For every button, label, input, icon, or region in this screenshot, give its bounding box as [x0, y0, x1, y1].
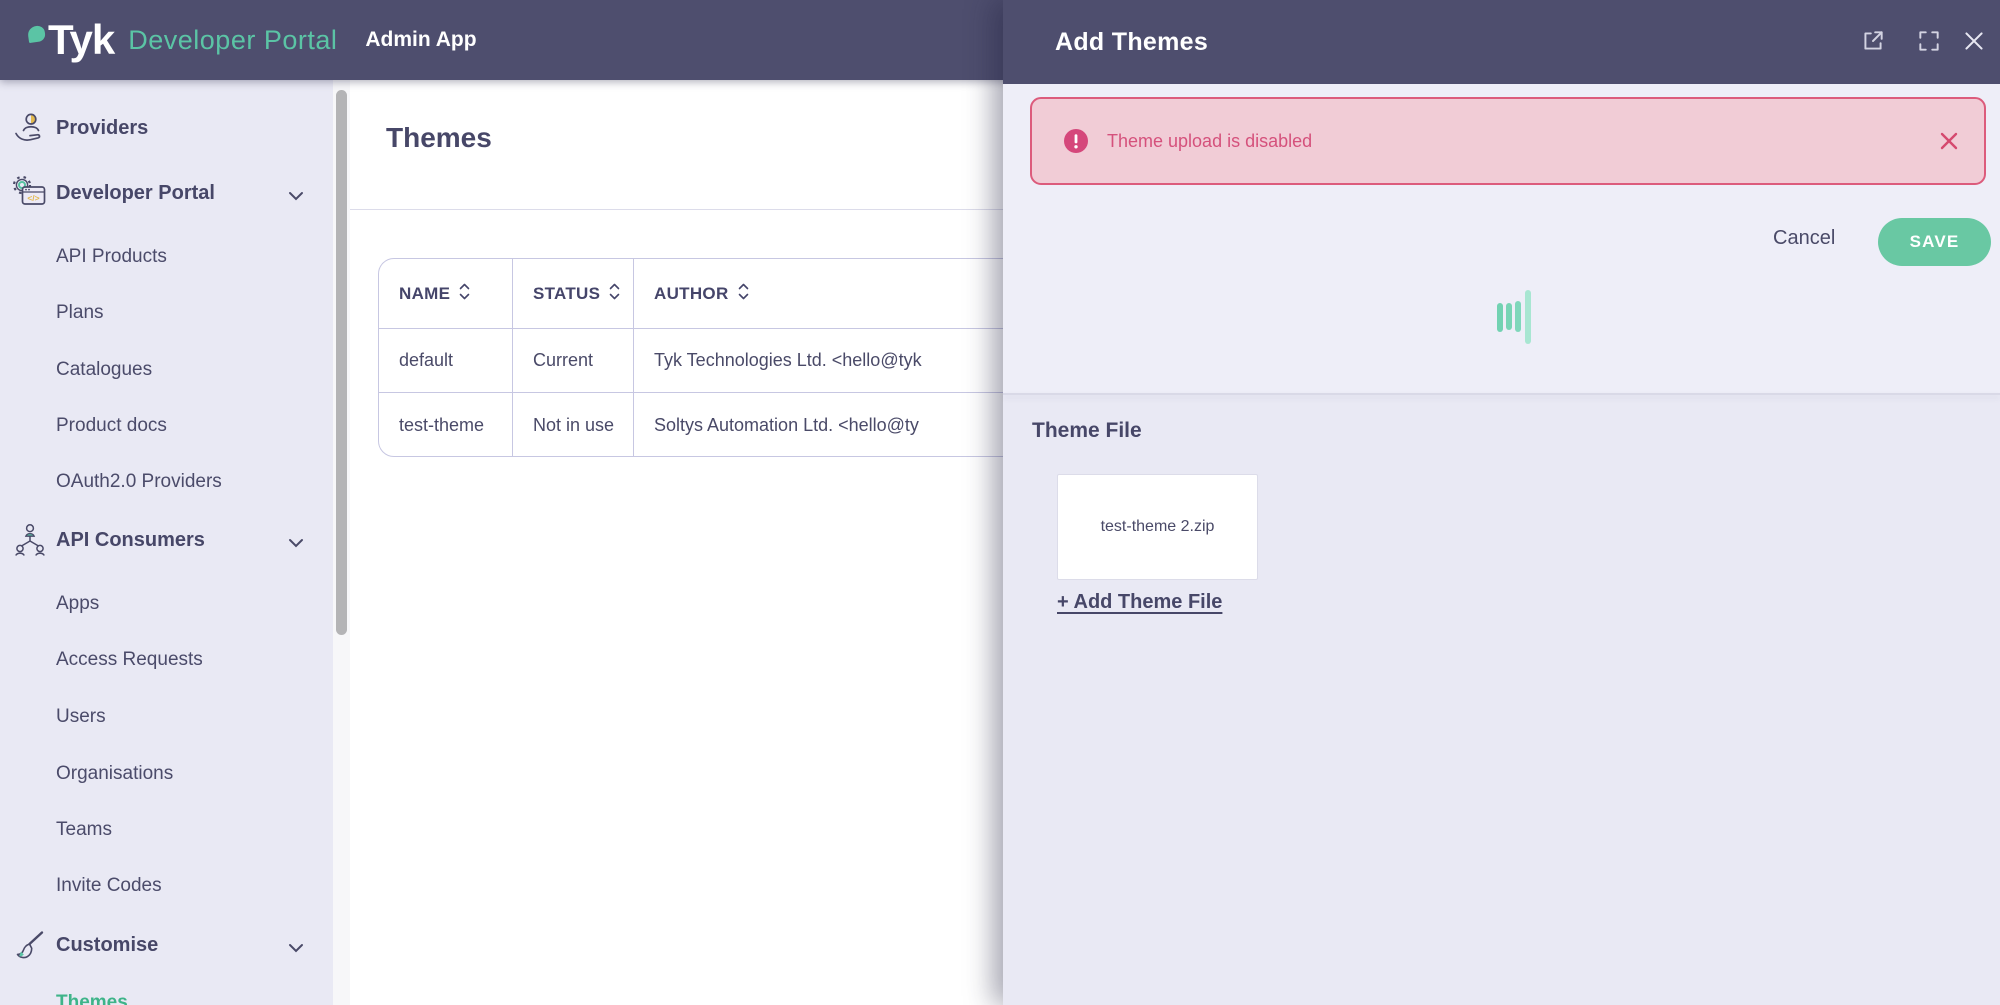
drawer-title: Add Themes — [1055, 27, 1209, 56]
providers-icon — [12, 110, 48, 146]
sidebar-item-providers[interactable]: Providers — [0, 108, 333, 148]
theme-file-name: test-theme 2.zip — [1100, 518, 1215, 535]
table-row-cell-name[interactable]: test-theme — [379, 393, 513, 456]
save-button[interactable]: SAVE — [1878, 218, 1991, 266]
theme-file-card[interactable]: test-theme 2.zip — [1057, 474, 1258, 580]
api-consumers-icon — [12, 522, 48, 558]
app-name: Admin App — [365, 28, 477, 51]
theme-file-section-title: Theme File — [1032, 419, 1142, 442]
sidebar-item-oauth-providers[interactable]: OAuth2.0 Providers — [56, 471, 222, 492]
sidebar: Providers </> Developer Portal API — [0, 80, 333, 1005]
customise-icon — [12, 927, 48, 963]
table-row-cell-name[interactable]: default — [379, 329, 513, 393]
sidebar-item-users[interactable]: Users — [56, 706, 106, 727]
sidebar-item-customise[interactable]: Customise — [0, 925, 333, 965]
themes-table: NAME STATUS AUTHOR default Current Tyk T… — [378, 258, 1100, 457]
tyk-leaf-icon — [26, 24, 47, 44]
sidebar-item-developer-portal[interactable]: </> Developer Portal — [0, 173, 333, 213]
table-row-cell-author: Soltys Automation Ltd. <hello@ty — [654, 415, 919, 435]
product-name: Developer Portal — [128, 24, 338, 55]
sort-icon[interactable] — [459, 283, 470, 305]
close-icon[interactable] — [1961, 28, 1987, 54]
sidebar-item-themes[interactable]: Themes — [56, 992, 128, 1005]
add-theme-file-link[interactable]: + Add Theme File — [1057, 591, 1223, 613]
sort-icon[interactable] — [609, 283, 620, 305]
logo-text: Tyk — [48, 16, 115, 63]
tyk-logo[interactable]: Tyk — [26, 16, 115, 63]
column-header-status[interactable]: STATUS — [513, 259, 634, 329]
table-row-cell-status: Current — [513, 329, 634, 393]
sidebar-item-product-docs[interactable]: Product docs — [56, 415, 167, 436]
drawer-section-divider — [1003, 393, 2000, 395]
sidebar-item-invite-codes[interactable]: Invite Codes — [56, 875, 162, 896]
sidebar-item-access-requests[interactable]: Access Requests — [56, 649, 203, 670]
upload-loading-indicator — [1497, 290, 1533, 344]
developer-portal-icon: </> — [12, 175, 48, 211]
fullscreen-icon[interactable] — [1916, 28, 1942, 54]
open-in-new-icon[interactable] — [1860, 28, 1886, 54]
table-row-cell-author: Tyk Technologies Ltd. <hello@tyk — [634, 329, 1099, 393]
sidebar-item-api-consumers[interactable]: API Consumers — [0, 520, 333, 560]
sort-icon[interactable] — [738, 283, 749, 305]
error-alert: Theme upload is disabled — [1030, 97, 1986, 185]
sidebar-item-teams[interactable]: Teams — [56, 819, 112, 840]
column-header-name[interactable]: NAME — [379, 259, 513, 329]
sidebar-item-plans[interactable]: Plans — [56, 302, 104, 323]
chevron-down-icon — [288, 940, 304, 953]
add-themes-drawer: Add Themes — [1003, 0, 2000, 1005]
sidebar-item-apps[interactable]: Apps — [56, 593, 100, 614]
chevron-down-icon — [288, 535, 304, 548]
sidebar-item-catalogues[interactable]: Catalogues — [56, 359, 153, 380]
sidebar-scrollbar-thumb[interactable] — [336, 90, 347, 635]
cancel-button[interactable]: Cancel — [1773, 227, 1836, 249]
sidebar-item-organisations[interactable]: Organisations — [56, 763, 174, 784]
chevron-down-icon — [288, 188, 304, 201]
error-message: Theme upload is disabled — [1107, 130, 1313, 151]
sidebar-item-api-products[interactable]: API Products — [56, 246, 167, 267]
error-icon — [1064, 129, 1088, 153]
column-header-author[interactable]: AUTHOR — [634, 259, 1099, 329]
svg-text:</>: </> — [27, 193, 39, 203]
sidebar-scrollbar-track[interactable] — [333, 80, 350, 1005]
table-row-cell-status: Not in use — [513, 393, 634, 456]
drawer-header: Add Themes — [1003, 0, 2000, 84]
alert-close-icon[interactable] — [1938, 130, 1960, 152]
page-title: Themes — [386, 122, 492, 153]
